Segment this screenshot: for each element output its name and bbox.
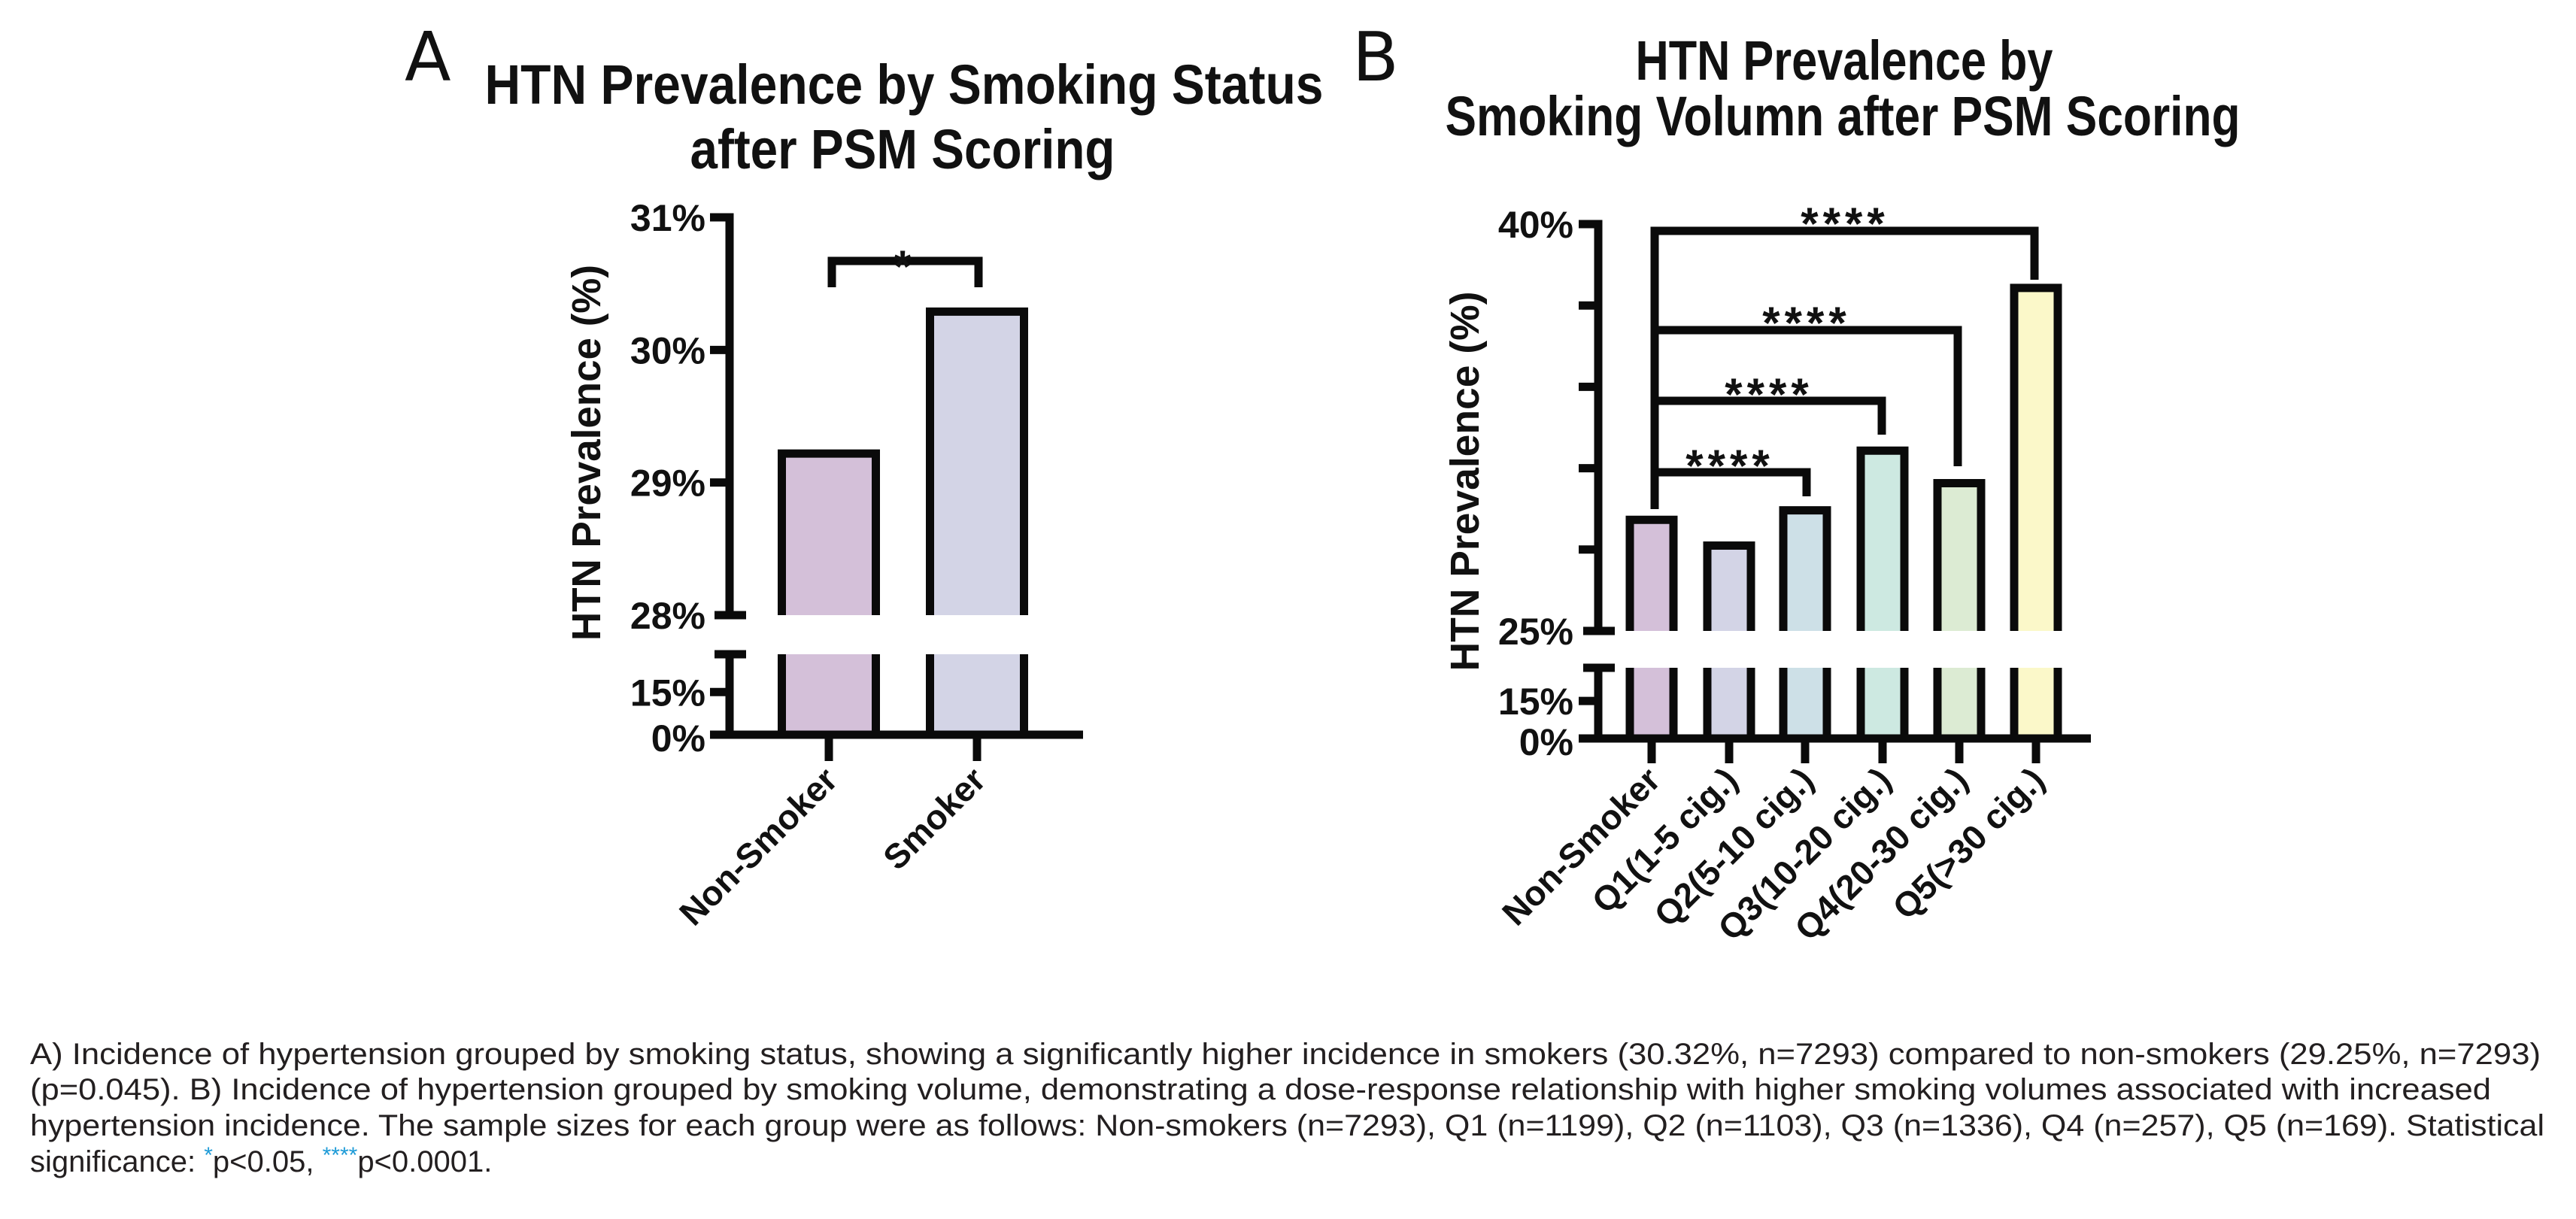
- chart-b-bar-outline-lower-1: [1703, 668, 1755, 738]
- panel-letter-b: B: [1352, 18, 1399, 97]
- panel-letter-a: A: [405, 18, 451, 97]
- chart-a-x-tick-label-1: Smoker: [875, 760, 993, 877]
- chart-b-bar-outline-upper-0: [1625, 515, 1678, 631]
- chart-a-y-tick-label-lower-0: 0%: [651, 717, 705, 760]
- chart-a-bar-outline-lower-1: [926, 654, 1028, 735]
- chart-a-y-tick-label-upper-1: 29%: [630, 462, 705, 505]
- figure-caption: A) Incidence of hypertension grouped by …: [30, 1038, 2544, 1178]
- caption-line-4: significance: *p<0.05, ****p<0.0001.: [30, 1143, 492, 1178]
- chart-a-y-tick-label-lower-1: 15%: [630, 672, 705, 714]
- chart-a-bar-upper-1: [930, 311, 1024, 615]
- chart-b-bar-outline-lower-2: [1779, 668, 1831, 738]
- chart-b-bar-lower-2: [1783, 668, 1827, 738]
- chart-a-significance-label-0: *: [894, 241, 915, 292]
- chart-b-title-line-1: HTN Prevalence by: [1636, 29, 2053, 92]
- chart-a-y-axis-label: HTN Prevalence (%): [564, 265, 609, 641]
- caption-single-asterisk-mark: *: [204, 1143, 213, 1168]
- chart-b-significance-bracket-0: [1655, 468, 1811, 496]
- chart-b-significance-label-1: ****: [1725, 369, 1813, 420]
- chart-b-significance-bracket-3: [1655, 226, 2039, 280]
- chart-b-bar-upper-3: [1861, 450, 1904, 631]
- chart-b-bar-upper-2: [1783, 510, 1827, 631]
- chart-b-bar-upper-0: [1630, 520, 1673, 631]
- chart-b-bar-outline-upper-4: [1933, 479, 1986, 631]
- chart-a-y-tick-label-upper-0: 28%: [630, 595, 705, 637]
- chart-b-y-tick-label-upper-0: 25%: [1498, 611, 1573, 653]
- chart-b-bar-lower-1: [1707, 668, 1751, 738]
- caption-line-1: A) Incidence of hypertension grouped by …: [30, 1038, 2541, 1071]
- chart-b-y-tick-label-lower-0: 0%: [1519, 721, 1573, 763]
- chart-b-bar-outline-lower-5: [2010, 668, 2062, 738]
- chart-a-title-line-1: HTN Prevalence by Smoking Status: [485, 53, 1324, 116]
- chart-b-bar-lower-0: [1630, 668, 1673, 738]
- chart-b-significance-label-3: ****: [1801, 199, 1889, 249]
- chart-a-bar-upper-0: [781, 453, 876, 615]
- chart-a-bar-outline-upper-0: [778, 449, 880, 615]
- chart-b-bar-outline-upper-5: [2010, 284, 2062, 631]
- chart-b-bar-upper-1: [1707, 545, 1751, 631]
- chart-a-y-tick-label-upper-2: 30%: [630, 329, 705, 371]
- chart-a-marks: 28% 29% 30% 31% 0%15% Non-Smoker Smoker *: [630, 197, 1083, 932]
- chart-b-y-axis-label: HTN Prevalence (%): [1443, 292, 1488, 672]
- chart-b-significance-bracket-2: [1655, 326, 1962, 466]
- chart-a-x-tick-label-0: Non-Smoker: [672, 760, 845, 932]
- chart-b-bar-upper-4: [1937, 483, 1981, 631]
- chart-b-bar-lower-5: [2014, 668, 2058, 738]
- chart-a-bar-lower-1: [930, 654, 1024, 735]
- chart-b-bar-outline-upper-3: [1856, 446, 1909, 631]
- chart-b-bar-outline-lower-3: [1856, 668, 1909, 738]
- chart-b-bar-outline-lower-0: [1625, 668, 1678, 738]
- chart-a-bar-outline-upper-1: [926, 307, 1028, 615]
- chart-a-bar-lower-0: [781, 654, 876, 735]
- caption-line-3: hypertension incidence. The sample sizes…: [30, 1109, 2544, 1142]
- panel-b: B HTN Prevalence by Smoking Volumn after…: [1352, 18, 2241, 948]
- chart-b-title-line-2: Smoking Volumn after PSM Scoring: [1446, 85, 2241, 147]
- chart-a-significance-bracket-0: [827, 256, 983, 287]
- caption-significance-prefix: significance:: [30, 1145, 204, 1178]
- chart-b-y-tick-label-lower-1: 15%: [1498, 681, 1573, 723]
- chart-b-significance-bracket-1: [1655, 396, 1886, 435]
- chart-a-title-line-2: after PSM Scoring: [690, 118, 1115, 180]
- chart-b-bar-outline-upper-2: [1779, 506, 1831, 631]
- caption-p00001-text: p<0.0001.: [357, 1145, 492, 1178]
- caption-p005-text: p<0.05,: [213, 1145, 323, 1178]
- caption-line-2: (p=0.045). B) Incidence of hypertension …: [30, 1073, 2491, 1106]
- chart-a-bar-outline-lower-0: [778, 654, 880, 735]
- chart-b-bar-upper-5: [2014, 287, 2058, 631]
- chart-a-y-tick-label-upper-3: 31%: [630, 197, 705, 239]
- caption-quad-asterisk-mark: ****: [323, 1143, 358, 1168]
- chart-b-bar-lower-4: [1937, 668, 1981, 738]
- chart-b-bar-outline-upper-1: [1703, 541, 1755, 631]
- chart-b-bar-outline-lower-4: [1933, 668, 1986, 738]
- chart-b-y-tick-label-upper-5: 40%: [1498, 204, 1573, 246]
- chart-b-significance-label-2: ****: [1762, 298, 1850, 348]
- panel-a: A HTN Prevalence by Smoking Status after…: [405, 18, 1324, 932]
- chart-b-significance-label-0: ****: [1685, 441, 1773, 491]
- chart-b-bar-lower-3: [1861, 668, 1904, 738]
